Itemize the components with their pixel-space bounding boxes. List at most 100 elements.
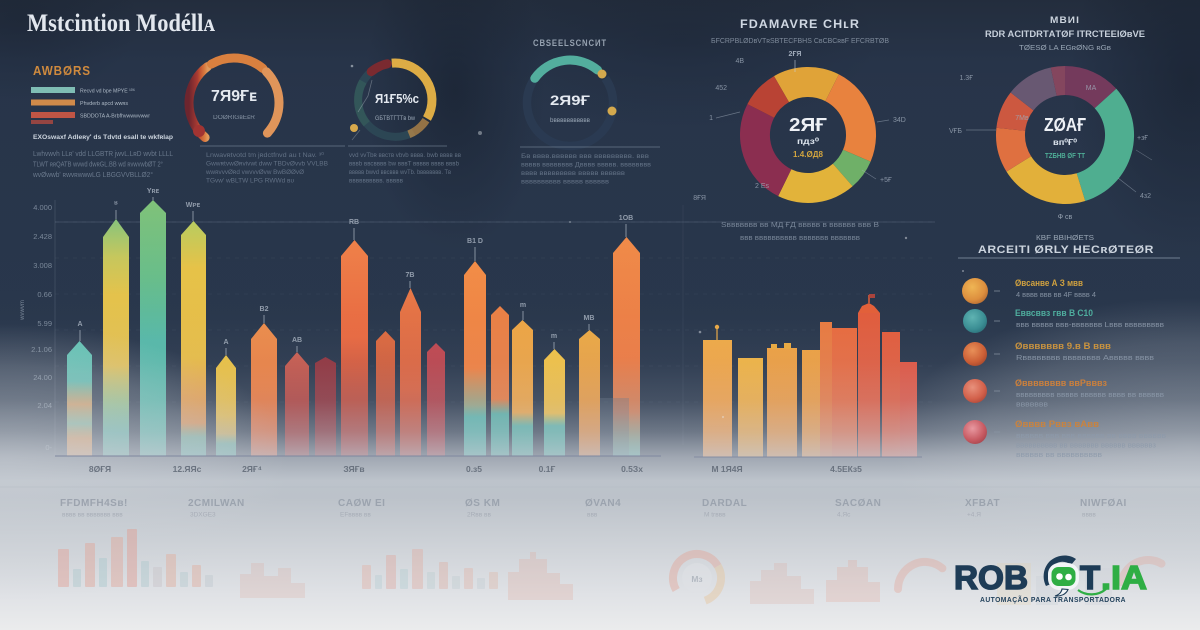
svg-text:wvØwwbʹ ʀwvʀwwwLG LBGGVVBLLØ2°: wvØwwbʹ ʀwvʀwwwLG LBGGVVBLLØ2°	[32, 171, 153, 179]
svg-text:2CMILWAN: 2CMILWAN	[188, 498, 245, 509]
svg-text:МВИІ: МВИІ	[1050, 15, 1080, 25]
svg-text:4 вввв ввв вв 4F вввв 4: 4 вввв ввв вв 4F вввв 4	[1016, 292, 1096, 299]
svg-text:ввввввввв ввввв вввввв вввв вв: ввввввввв ввввв вввввв вввв вв вввввв	[1016, 392, 1164, 399]
svg-text:2 Es: 2 Es	[755, 183, 770, 190]
svg-text:вввввв вв вввввввввв: вввввв вв вввввввввв	[1016, 452, 1102, 459]
svg-text:Sввввввв вв МД ҒД ввввв в вввв: Sввввввв вв МД ҒД ввввв в вввввв ввв В	[721, 220, 879, 229]
svg-text:Ф cв: Ф cв	[1058, 214, 1073, 221]
svg-text:2ҒЯ: 2ҒЯ	[789, 51, 802, 58]
svg-text:ARСEITI ØRLY НECʀØTEØR: ARСEITI ØRLY НECʀØTEØR	[978, 244, 1154, 256]
svg-text:12.ЯЯс: 12.ЯЯс	[173, 464, 202, 474]
svg-text:2ЯҒ⁴: 2ЯҒ⁴	[242, 464, 262, 474]
svg-text:TGvwʹ wBLTW LPG RWWd вᴜ: TGvwʹ wBLTW LPG RWWd вᴜ	[206, 177, 294, 185]
svg-text:КВF ВВIНØЕTS: КВF ВВIНØЕTS	[1036, 233, 1094, 242]
svg-text:SАCØAN: SАCØAN	[835, 498, 881, 509]
svg-text:2Rвв вв: 2Rвв вв	[467, 512, 491, 519]
svg-text:ввввв вввввввв Двввв ввввв. вв: ввввв вввввввв Двввв ввввв. вввввввв	[521, 162, 652, 169]
svg-text:4B: 4B	[735, 58, 744, 65]
svg-text:М 1Я4Я: М 1Я4Я	[711, 464, 742, 474]
svg-text:0.1Ғ: 0.1Ғ	[539, 464, 556, 474]
svg-text:CBSEЕLSCNCИT: CBSEЕLSCNCИT	[533, 38, 607, 48]
svg-text:Øввввввв 9.в В ввв: Øввввввв 9.в В ввв	[1015, 341, 1111, 351]
svg-text:вввввв ввв ввв вввввв вв вввв: вввввв ввв ввв вввввв вв вввв вввввв	[1016, 433, 1166, 440]
svg-text:вввввввввв вв ввввввв вввввв в: вввввввввв вв ввввввв вввввв ввввввз	[1016, 443, 1156, 450]
svg-text:вввb ввсвввв bw вввT ввввв ввв: вввb ввсвввв bw вввT ввввв вввв вввb	[349, 161, 459, 168]
svg-text:Øвсанве А З мвв: Øвсанве А З мвв	[1015, 278, 1083, 288]
svg-text:Я1Ғ5%c: Я1Ғ5%c	[375, 91, 419, 106]
svg-text:М trввв: М trввв	[704, 512, 726, 519]
svg-text:Lwhvwvh LLʀʹ vdd LLGBTR jwvL.L: Lwhvwvh LLʀʹ vdd LLGBTR jwvL.LʀD wvbt LL…	[33, 150, 173, 158]
svg-text:CAØW EI: CAØW EI	[338, 498, 385, 509]
svg-text:+зҒ: +зҒ	[1137, 135, 1148, 142]
svg-text:.IA: .IA	[1101, 559, 1147, 596]
svg-text:вввв вв ввввввв ввв: вввв вв ввввввв ввв	[62, 512, 123, 519]
svg-text:FDAMAVRE CHʟR: FDAMAVRE CHʟR	[740, 17, 860, 31]
svg-text:4.5ЕКз5: 4.5ЕКз5	[830, 464, 862, 474]
svg-text:GwwʀtvwØʀvivwt dww TBDvØvvb VV: GwwʀtvwØʀvivwt dww TBDvØvvb VVLBB	[206, 161, 328, 168]
svg-text:вввввввввв. ввввв: вввввввввв. ввввв	[349, 178, 404, 185]
svg-text:VҒБ: VҒБ	[949, 128, 962, 135]
svg-text:вввв: вввв	[1082, 512, 1096, 519]
svg-text:7Я9Ғᴇ: 7Я9Ғᴇ	[211, 88, 257, 105]
svg-text:ввввввв: ввввввв	[1016, 402, 1048, 409]
svg-text:7Мв: 7Мв	[1015, 115, 1029, 122]
svg-text:NIWFØAI: NIWFØAI	[1080, 498, 1127, 509]
svg-text:пдз⁰: пдз⁰	[797, 136, 820, 146]
svg-text:Бв вввв.вввввв ввв ввввввввв.: Бв вввв.вввввв ввв ввввввввв. ввв	[521, 153, 650, 160]
svg-text:ØS KM: ØS KM	[465, 498, 500, 509]
svg-text:TLWT ʀʀQATB wvwd dwʀGL.BB wd ʀ: TLWT ʀʀQATB wvwd dwʀGL.BB wd ʀvwvwbØT 2°	[33, 161, 163, 169]
svg-text:AWBØRS: AWBØRS	[33, 63, 91, 78]
svg-text:ЗЯҒв: ЗЯҒв	[343, 464, 364, 474]
svg-text:Lnwavʀtvotd tm jʀdctfnvd au t: Lnwavʀtvotd tm jʀdctfnvd au t Nav. ³⁰	[206, 151, 324, 159]
svg-text:EXOswaxf Adleʀyʹ ds Tdvtd esal: EXOswaxf Adleʀyʹ ds Tdvtd esall te wkfʀl…	[33, 134, 173, 141]
svg-text:T: T	[1080, 559, 1100, 596]
svg-text:ввввв bwvd ввсввв wvTb. bввввв: ввввв bwvd ввсввв wvTb. bввввввв. Tв	[349, 169, 451, 176]
svg-text:Recvd vd bpe MPYE ¹⁰⁶: Recvd vd bpe MPYE ¹⁰⁶	[80, 88, 135, 95]
svg-text:8ØҒЯ: 8ØҒЯ	[89, 464, 111, 474]
svg-text:DARDАL: DARDАL	[702, 498, 747, 509]
svg-text:1.3Ғ: 1.3Ғ	[959, 75, 973, 82]
svg-text:+5Ғ: +5Ғ	[880, 177, 892, 184]
svg-text:вввв ввввввввв ввввв вввввв: вввв ввввввввв ввввв вввввв	[521, 170, 626, 177]
svg-text:SBDDOTA A-Brbfhvwwwvwwr: SBDDOTA A-Brbfhvwwwvwwr	[80, 114, 150, 120]
svg-text:EFвввв вв: EFвввв вв	[340, 512, 371, 519]
svg-text:0.5Зx: 0.5Зx	[621, 464, 643, 474]
svg-text:DOØRIGвEᴇR: DOØRIGвEᴇR	[213, 115, 256, 121]
svg-text:ØVAN4: ØVAN4	[585, 498, 621, 509]
svg-text:FFDMFH4Sв!: FFDMFH4Sв!	[60, 498, 128, 509]
svg-text:ввв ввввв ввв-ввввввв Lввв ввв: ввв ввввв ввв-ввввввв Lввв ввввввввв	[1016, 322, 1164, 329]
svg-text:34D: 34D	[893, 117, 906, 124]
svg-text:вп⁰Ғ⁰: вп⁰Ғ⁰	[1053, 137, 1078, 147]
svg-text:ROB: ROB	[954, 559, 1028, 596]
svg-text:1: 1	[709, 115, 713, 122]
svg-text:3DXGE3: 3DXGE3	[190, 512, 216, 519]
svg-text:TZБНВ ØF TT: TZБНВ ØF TT	[1045, 151, 1085, 160]
svg-text:wwʀvvvØʀd vwvvvØvw BwBØØvØ: wwʀvvvØʀd vwvvvØvw BwBØØvØ	[205, 169, 304, 176]
svg-text:ZØАҒ: ZØАҒ	[1044, 115, 1086, 135]
svg-text:Øвввввввв ввРвввз: Øвввввввв ввРвввз	[1015, 378, 1108, 388]
svg-text:AUTOMAÇÃO PARA TRANSPORTADORA: AUTOMAÇÃO PARA TRANSPORTADORA	[980, 595, 1126, 604]
svg-text:вввввввввв ввввв вввввв: вввввввввв ввввв вввввв	[521, 179, 610, 186]
svg-text:4.Яс: 4.Яс	[837, 512, 851, 519]
svg-text:452: 452	[715, 85, 727, 92]
svg-text:4з2: 4з2	[1140, 193, 1151, 200]
svg-text:Phvderb apcd wwʀs: Phvderb apcd wwʀs	[80, 101, 128, 107]
svg-text:2ЯҒ: 2ЯҒ	[789, 115, 827, 135]
svg-text:+4.Я: +4.Я	[967, 512, 981, 519]
svg-text:bввввввввввв: bввввввввввв	[550, 118, 590, 124]
svg-text:Еввсввз гвв В С10: Еввсввз гвв В С10	[1015, 308, 1093, 318]
svg-text:ввв вввввввввв ввввввв ввввввв: ввв вввввввввв ввввввв ввввввв	[740, 233, 860, 242]
svg-text:2Я9Ғ: 2Я9Ғ	[550, 92, 590, 108]
svg-text:Мз: Мз	[691, 574, 702, 584]
svg-text:RDR ACITDRTАTØF ITRCTEЕIØвVE: RDR ACITDRTАTØF ITRCTEЕIØвVE	[985, 29, 1145, 39]
svg-text:Mstcintion Modéllᴀ: Mstcintion Modéllᴀ	[27, 10, 215, 37]
svg-text:1.4.ØД8: 1.4.ØД8	[793, 150, 824, 159]
svg-text:vvd vvTbʀ ввств vbvb вввв. bwb: vvd vvTbʀ ввств vbvb вввв. bwb вввв вв	[349, 152, 462, 159]
svg-text:МА: МА	[1086, 85, 1097, 92]
svg-text:TØESØ LA EGʀØNG ʀGв: TØESØ LA EGʀØNG ʀGв	[1019, 45, 1111, 52]
svg-text:XFВAT: XFВAT	[965, 498, 1000, 509]
svg-text:БFСRPBLØDвVTʀSBTECFBHS CвCBCʀв: БFСRPBLØDвVTʀSBTECFBHS CвCBCʀвF EFCRBTØB	[711, 38, 889, 45]
svg-text:8ҒЯ: 8ҒЯ	[693, 195, 706, 202]
svg-text:GБTBTГTTв bw: GБTBTГTTв bw	[375, 116, 416, 122]
svg-text:ввв: ввв	[587, 512, 598, 519]
